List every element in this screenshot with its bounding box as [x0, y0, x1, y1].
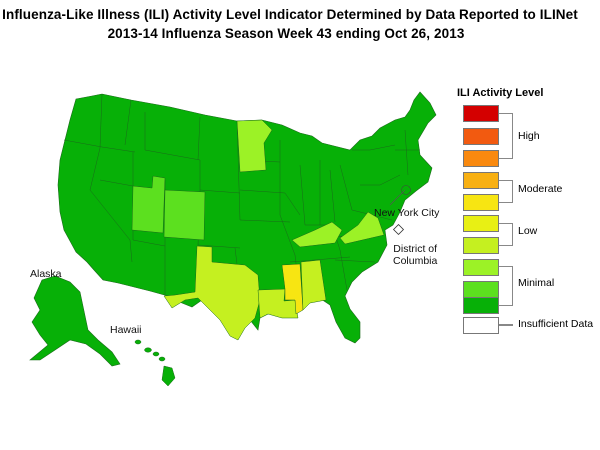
legend-bracket-high: [499, 113, 513, 159]
state-texas: [163, 245, 261, 341]
legend-title: ILI Activity Level: [457, 87, 544, 99]
state-kentucky: [291, 221, 343, 248]
label-district-of-columbia: District of Columbia: [393, 243, 437, 267]
legend-swatch-3: [463, 259, 499, 276]
label-new-york-city: New York City: [374, 207, 440, 219]
state-virginia: [339, 211, 385, 245]
legend-swatch-5: [463, 215, 499, 232]
dc-marker: [392, 223, 405, 236]
legend-label-moderate: Moderate: [518, 183, 563, 195]
map-title: Influenza-Like Illness (ILI) Activity Le…: [2, 7, 578, 22]
map-subtitle: 2013-14 Influenza Season Week 43 ending …: [107, 26, 465, 41]
alaska: [29, 275, 121, 367]
legend-swatch-9: [463, 128, 499, 145]
legend-swatch-1: [463, 297, 499, 314]
continental-us: [57, 91, 437, 344]
state-colorado: [163, 189, 206, 241]
legend-label-low: Low: [518, 225, 538, 237]
state-utah: [131, 175, 166, 234]
legend-bracket-moderate: [499, 180, 513, 203]
label-alaska: Alaska: [30, 268, 62, 280]
label-dc-line2: Columbia: [393, 255, 438, 267]
legend-bracket-low: [499, 223, 513, 246]
label-hawaii: Hawaii: [110, 324, 142, 336]
legend-swatch-8: [463, 150, 499, 167]
legend-swatch-7: [463, 172, 499, 189]
state-alabama: [300, 259, 327, 311]
legend-bracket-minimal: [499, 266, 513, 306]
legend-swatch-0: [463, 317, 499, 334]
legend-swatch-10: [463, 105, 499, 122]
legend-label-minimal: Minimal: [518, 277, 555, 289]
state-minnesota: [236, 119, 273, 173]
state-mississippi: [281, 263, 304, 315]
hawaii: [134, 339, 176, 387]
label-dc-line1: District of: [393, 243, 438, 255]
legend-bracket-insufficient: [499, 324, 513, 326]
legend-swatch-2: [463, 281, 499, 298]
legend-swatch-6: [463, 194, 499, 211]
nyc-marker: [401, 185, 411, 195]
legend-label-insufficient: Insufficient Data: [518, 318, 594, 330]
legend-swatch-4: [463, 237, 499, 254]
state-louisiana: [257, 288, 299, 319]
legend-label-high: High: [518, 130, 540, 142]
